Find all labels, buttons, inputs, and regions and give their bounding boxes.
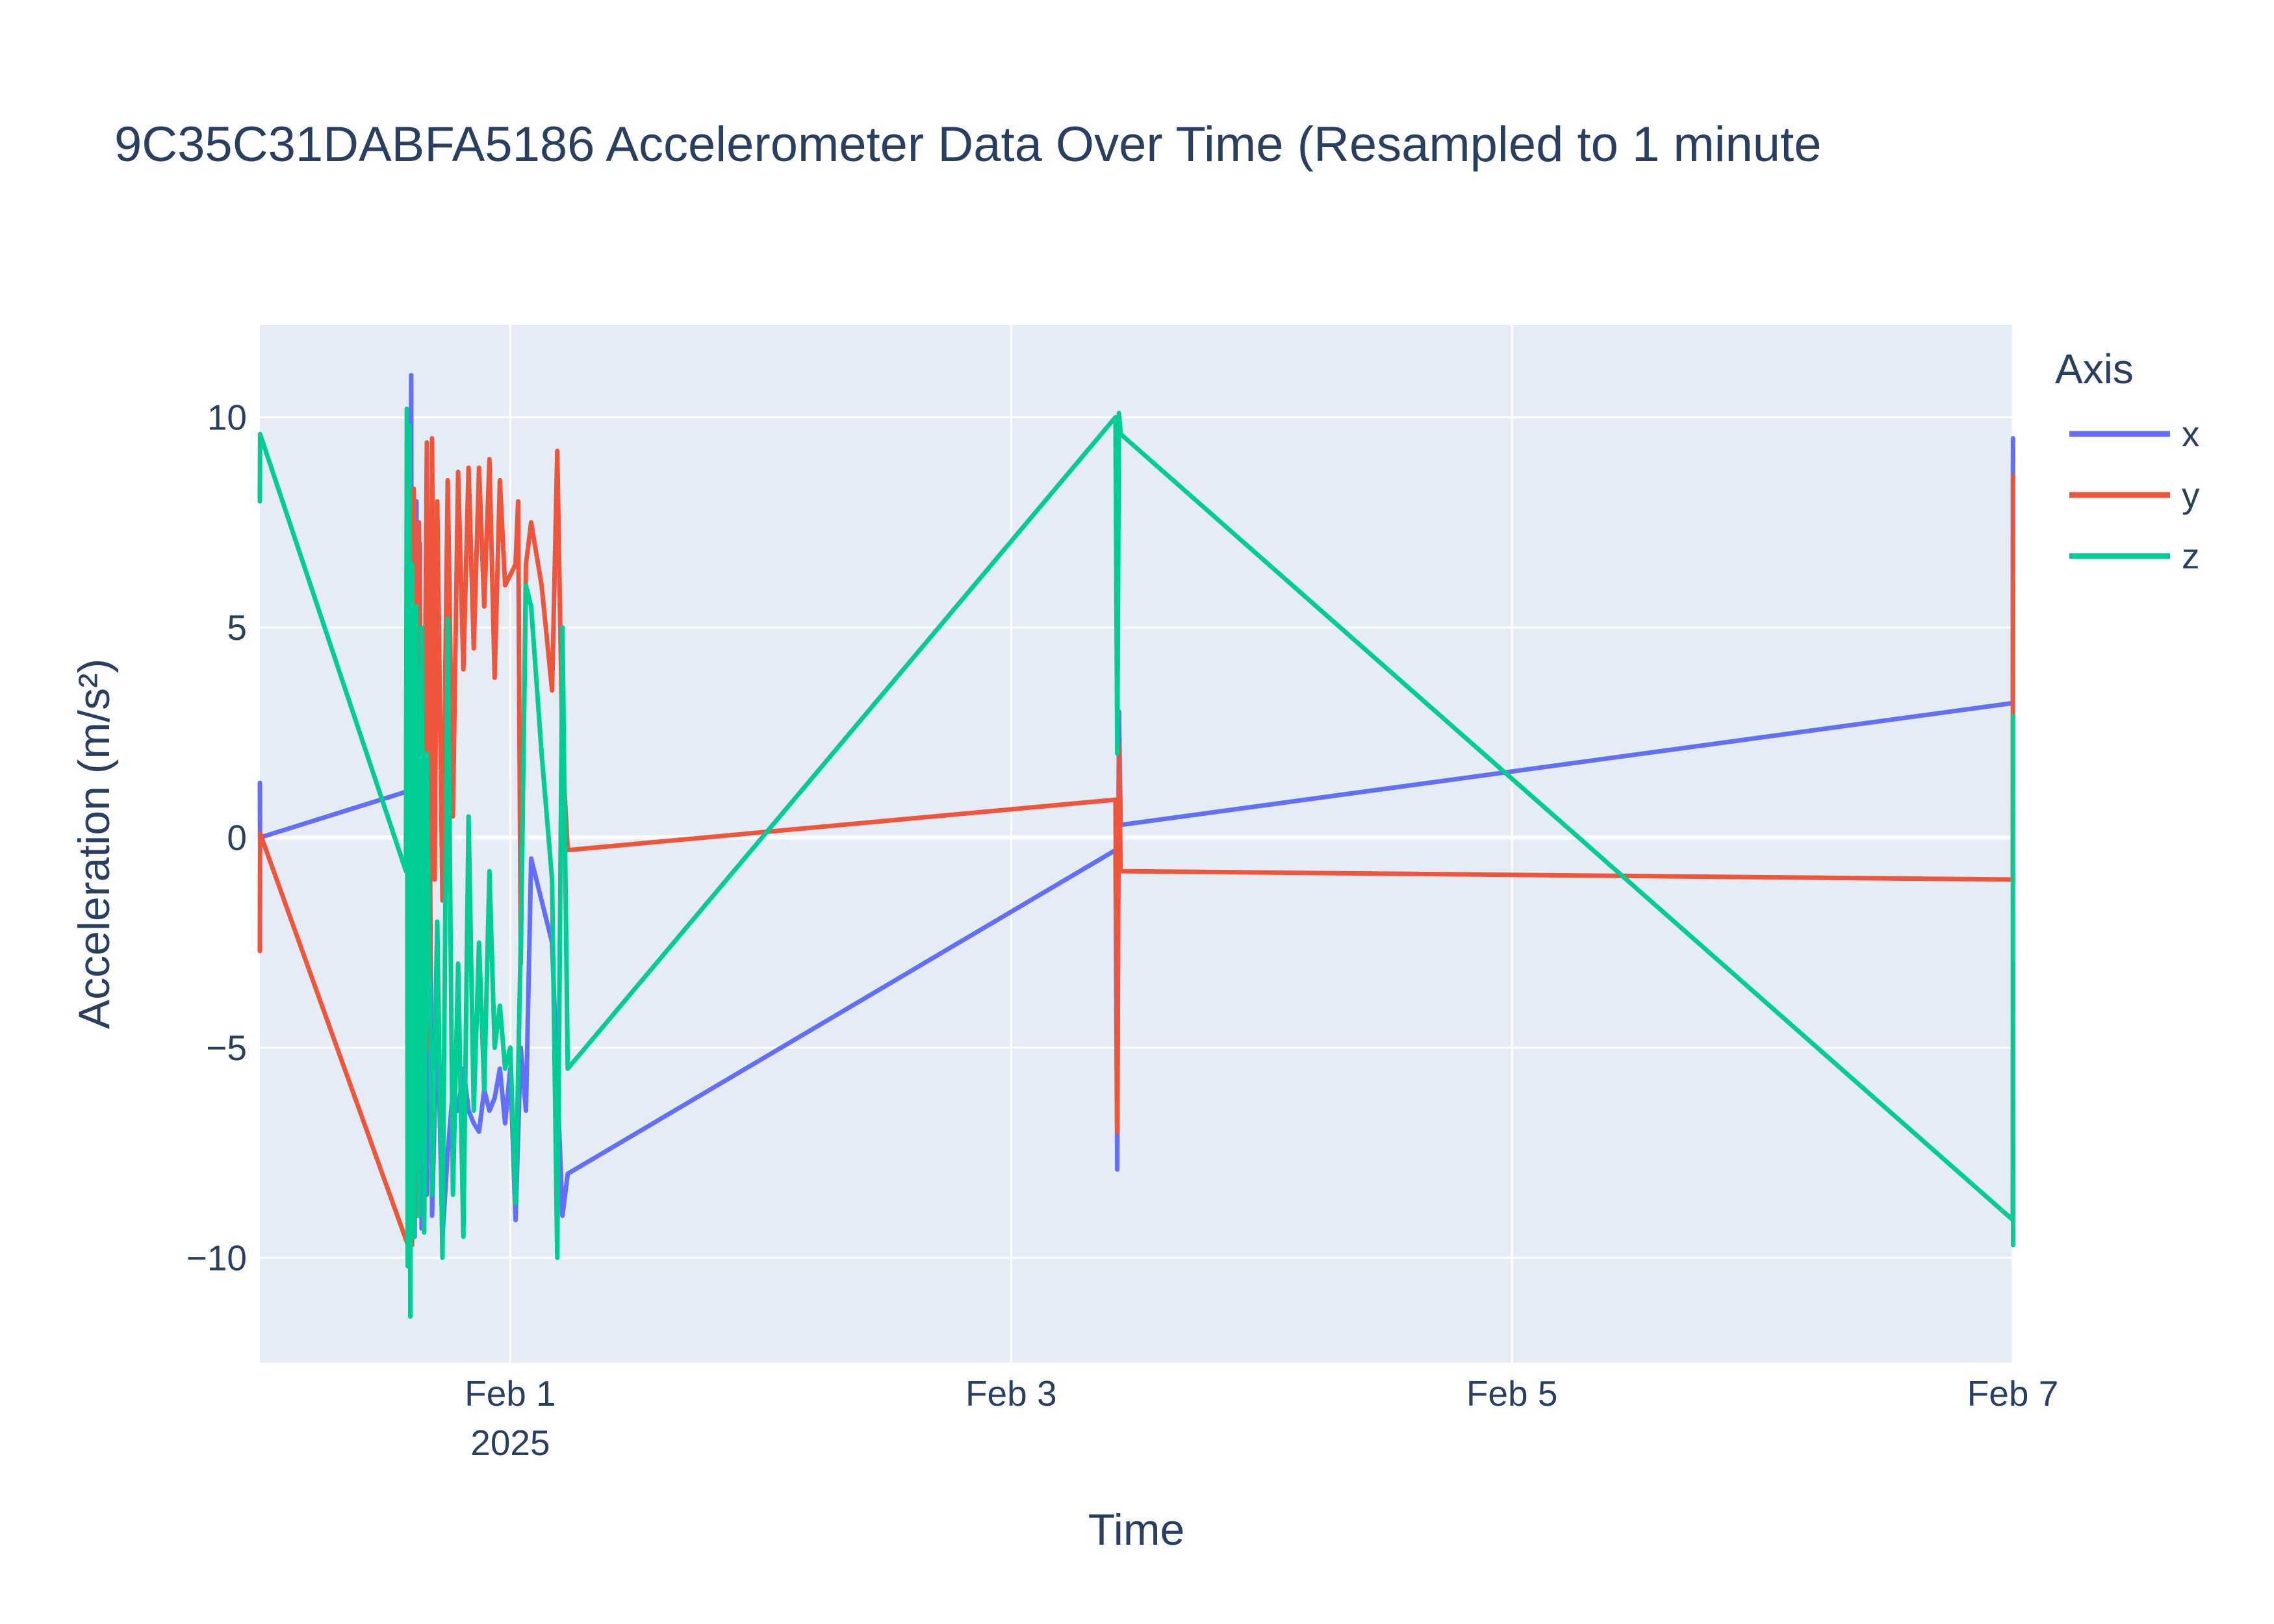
x-tick-label: Feb 7	[1967, 1373, 2059, 1414]
x-axis-ticks: Feb 1 2025 Feb 3 Feb 5 Feb 7	[465, 1373, 2058, 1463]
y-axis-title: Acceleration (m/s²)	[70, 659, 119, 1030]
plot-area-background	[260, 325, 2013, 1363]
chart-title: 9C35C31DABFA5186 Accelerometer Data Over…	[114, 117, 1821, 172]
legend-title: Axis	[2055, 346, 2134, 392]
series-layer	[257, 373, 2015, 1319]
x-tick-label: Feb 3	[965, 1373, 1057, 1414]
x-tick-sublabel: 2025	[470, 1423, 550, 1463]
y-tick-label: 5	[227, 607, 247, 648]
legend-label-x: x	[2182, 414, 2200, 454]
legend-label-z: z	[2182, 536, 2200, 576]
y-tick-label: −5	[206, 1028, 247, 1068]
y-tick-label: 0	[227, 817, 247, 857]
y-axis-ticks: 10 5 0 −5 −10	[186, 397, 247, 1278]
y-tick-label: −10	[186, 1237, 247, 1278]
series-line-z	[257, 406, 2015, 1319]
x-axis-title: Time	[1088, 1505, 1185, 1554]
y-tick-label: 10	[207, 397, 247, 437]
x-tick-label: Feb 1	[465, 1373, 556, 1414]
legend: Axis xyz	[2055, 346, 2200, 576]
x-tick-label: Feb 5	[1466, 1373, 1558, 1414]
legend-label-y: y	[2182, 475, 2200, 515]
